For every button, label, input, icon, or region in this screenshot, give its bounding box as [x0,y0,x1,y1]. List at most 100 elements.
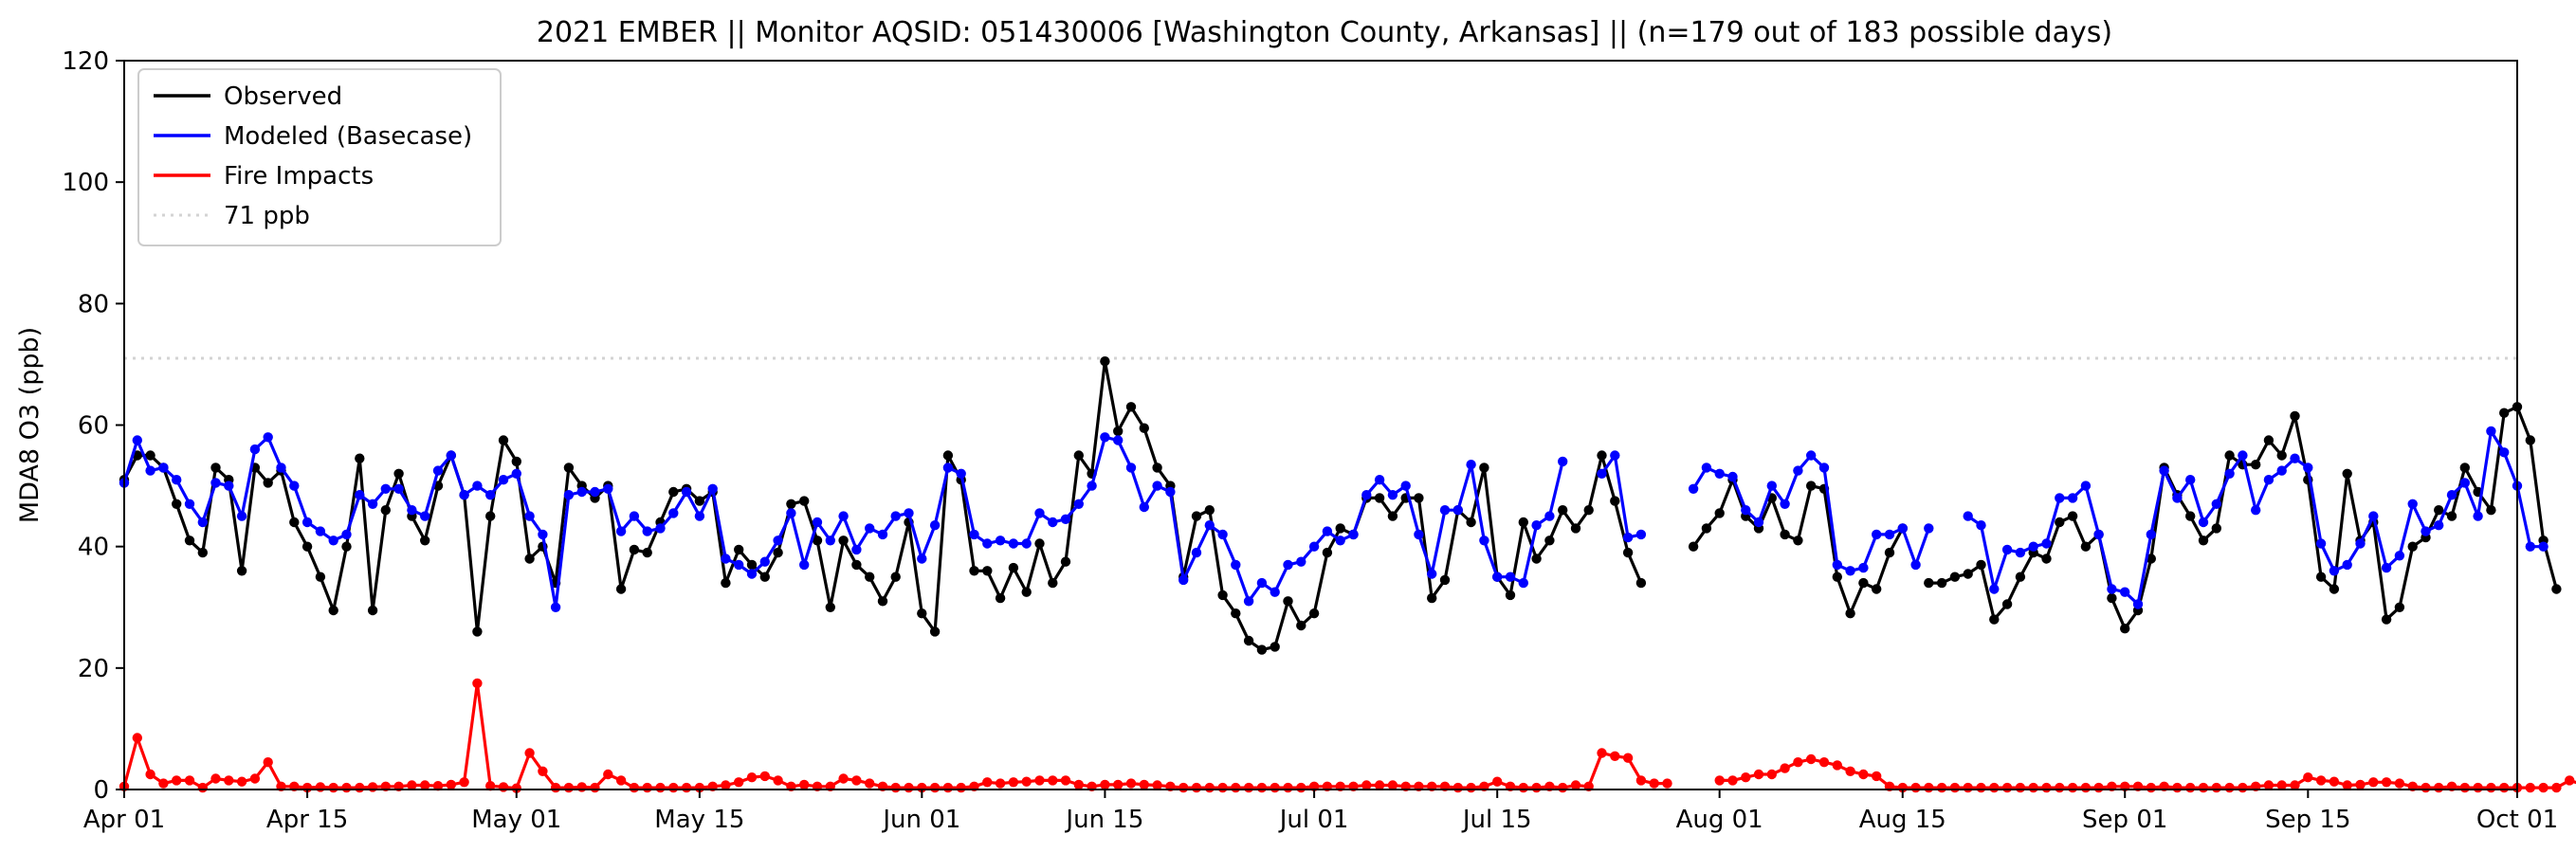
data-point [145,450,155,461]
data-point [1544,535,1555,546]
data-point [1963,511,1973,521]
data-point [838,535,849,546]
legend-label: 71 ppb [224,202,310,230]
data-point [2394,602,2405,612]
data-point [1793,757,1803,768]
data-point [904,782,914,793]
data-point [956,468,966,479]
plot-area [119,60,2576,793]
data-point [2251,505,2261,516]
data-point [1806,753,1817,765]
data-point [2146,529,2156,540]
y-axis-label: MDA8 O3 (ppb) [15,327,45,523]
data-point [1021,776,1032,787]
data-point [2185,475,2196,485]
data-point [2146,554,2156,564]
data-point [210,478,221,488]
data-point [1125,402,1137,412]
data-point [1034,508,1045,518]
data-point [982,566,993,576]
data-point [576,486,587,498]
data-point [2055,782,2065,793]
data-point [2211,499,2221,509]
data-point [236,566,247,576]
data-point [2421,782,2431,793]
data-point [1243,782,1254,793]
data-point [1963,569,1973,579]
data-point [1217,782,1228,793]
data-point [1283,782,1293,793]
data-point [1204,505,1215,516]
data-point [1518,782,1529,793]
data-point [1427,569,1437,579]
data-point [1518,577,1529,589]
data-point [1897,523,1909,534]
data-point [942,450,954,461]
data-point [2315,572,2327,582]
data-point [590,486,600,498]
data-point [2434,520,2444,531]
data-point [2565,775,2575,786]
data-point [1597,450,1607,461]
data-point [2080,782,2092,793]
data-point [446,779,456,790]
data-point [563,782,575,793]
legend-label: Observed [224,82,342,111]
data-point [1256,577,1268,589]
data-point [1741,505,1751,516]
data-point [2146,782,2156,793]
data-point [249,444,261,455]
x-tick-label: Apr 01 [83,806,165,834]
data-point [172,475,182,485]
data-point [1924,782,1934,793]
data-point [2538,782,2549,793]
data-point [2120,624,2130,634]
data-point [707,483,718,494]
data-point [877,596,888,607]
data-point [603,483,613,494]
data-point [1270,642,1280,652]
data-point [1361,780,1372,790]
data-point [276,463,286,473]
data-point [2407,499,2418,509]
data-point [1139,423,1150,433]
data-point [825,602,835,612]
data-point [838,511,849,521]
data-point [1544,511,1555,521]
data-point [498,435,509,445]
data-point [2329,566,2340,576]
data-point [629,782,640,793]
data-point [2368,777,2379,788]
data-point [2001,544,2013,555]
data-point [1100,356,1110,367]
data-point [668,486,679,498]
data-point [773,775,783,786]
data-point [1021,587,1032,597]
data-point [524,554,535,564]
data-point [2381,562,2392,573]
data-point [2290,780,2300,790]
data-point [1806,450,1817,461]
data-point [1466,517,1476,528]
data-point [1113,779,1124,790]
chart-title: 2021 EMBER || Monitor AQSID: 051430006 [… [537,16,2112,49]
data-point [2001,599,2013,609]
data-point [1308,608,1320,619]
data-point [2041,554,2052,564]
data-point [2015,572,2026,582]
data-point [2067,493,2078,503]
data-point [1753,769,1764,780]
data-point [224,775,234,786]
data-point [655,523,666,534]
data-point [1635,775,1647,786]
data-point [929,782,941,793]
data-point [367,782,378,792]
data-point [538,766,548,776]
data-point [459,777,469,788]
data-point [301,541,313,552]
data-point [563,463,575,473]
x-tick-label: Sep 01 [2082,806,2167,834]
data-point [1858,562,1869,573]
data-point [459,490,469,500]
data-point [734,777,744,788]
